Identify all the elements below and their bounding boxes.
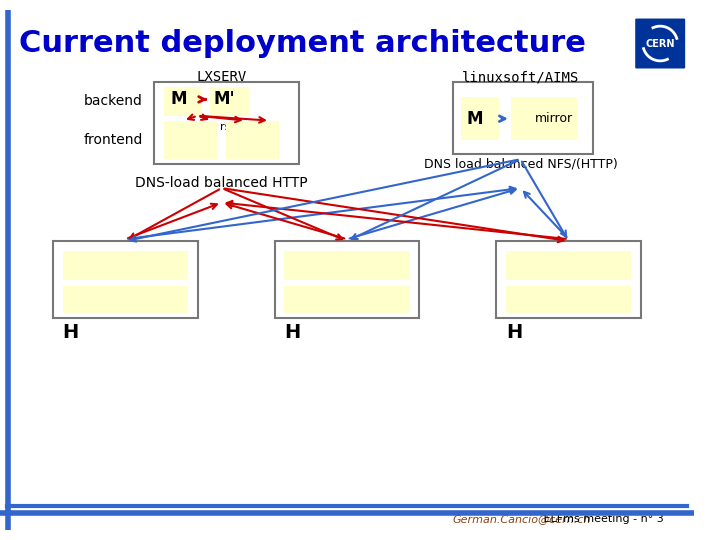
Text: Current deployment architecture: Current deployment architecture bbox=[19, 29, 586, 58]
FancyBboxPatch shape bbox=[63, 286, 188, 313]
FancyBboxPatch shape bbox=[210, 87, 248, 116]
Text: H: H bbox=[63, 323, 79, 342]
Text: rsync: rsync bbox=[220, 123, 250, 132]
FancyBboxPatch shape bbox=[154, 82, 299, 164]
FancyBboxPatch shape bbox=[284, 286, 410, 313]
Text: H: H bbox=[506, 323, 522, 342]
FancyBboxPatch shape bbox=[63, 251, 188, 280]
Text: M: M bbox=[467, 110, 483, 127]
Text: frontend: frontend bbox=[84, 133, 143, 147]
FancyBboxPatch shape bbox=[227, 120, 279, 159]
Text: mirror: mirror bbox=[535, 112, 573, 125]
Text: M': M' bbox=[214, 90, 235, 109]
Text: DNS load balanced NFS/(HTTP): DNS load balanced NFS/(HTTP) bbox=[423, 158, 617, 171]
Text: H: H bbox=[284, 323, 300, 342]
Text: M: M bbox=[170, 90, 186, 109]
FancyBboxPatch shape bbox=[164, 120, 217, 159]
Text: LXSERV: LXSERV bbox=[197, 70, 247, 84]
Text: ELFms meeting - n° 3: ELFms meeting - n° 3 bbox=[540, 514, 663, 524]
FancyBboxPatch shape bbox=[461, 97, 499, 140]
FancyBboxPatch shape bbox=[164, 87, 202, 116]
FancyBboxPatch shape bbox=[453, 82, 593, 154]
FancyBboxPatch shape bbox=[506, 251, 631, 280]
FancyBboxPatch shape bbox=[510, 97, 578, 140]
Text: backend: backend bbox=[84, 94, 143, 109]
Text: DNS-load balanced HTTP: DNS-load balanced HTTP bbox=[135, 176, 308, 190]
Text: CERN: CERN bbox=[645, 38, 675, 49]
FancyBboxPatch shape bbox=[274, 241, 419, 318]
FancyBboxPatch shape bbox=[506, 286, 631, 313]
FancyBboxPatch shape bbox=[496, 241, 641, 318]
FancyBboxPatch shape bbox=[634, 17, 686, 70]
FancyBboxPatch shape bbox=[53, 241, 197, 318]
Text: German.Cancio@cern.ch: German.Cancio@cern.ch bbox=[453, 514, 591, 524]
Text: linuxsoft/AIMS: linuxsoft/AIMS bbox=[462, 70, 579, 84]
FancyBboxPatch shape bbox=[284, 251, 410, 280]
